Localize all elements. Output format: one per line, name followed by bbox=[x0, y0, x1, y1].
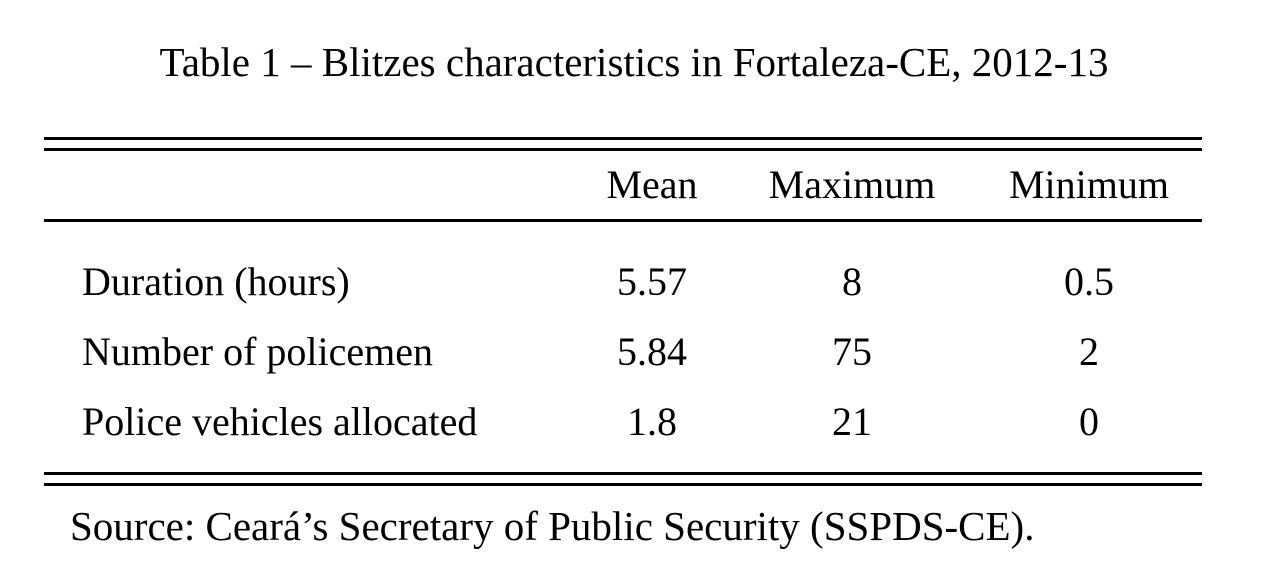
row-minimum-value: 0 bbox=[1079, 399, 1099, 444]
header-minimum: Minimum bbox=[1008, 162, 1170, 207]
row-maximum-value: 75 bbox=[832, 329, 872, 374]
table-row-vehicles: Police vehicles allocated 1.8 21 0 bbox=[44, 387, 1202, 457]
row-maximum-value: 21 bbox=[832, 399, 872, 444]
table-top-rule bbox=[44, 137, 1202, 151]
table-caption: Table 1 – Blitzes characteristics in For… bbox=[159, 39, 1109, 85]
row-mean-value: 1.8 bbox=[627, 399, 677, 444]
source-note: Source: Ceará’s Secretary of Public Secu… bbox=[70, 503, 1035, 549]
table-bottom-rule bbox=[44, 472, 1202, 486]
table-header-rule bbox=[44, 219, 1202, 222]
table-header-row: Mean Maximum Minimum bbox=[44, 151, 1202, 219]
row-minimum-value: 0.5 bbox=[1064, 259, 1114, 304]
table-row-policemen: Number of policemen 5.84 75 2 bbox=[44, 317, 1202, 387]
header-maximum: Maximum bbox=[768, 162, 936, 207]
row-mean-value: 5.57 bbox=[617, 259, 687, 304]
header-mean: Mean bbox=[606, 162, 698, 207]
row-maximum-value: 8 bbox=[842, 259, 862, 304]
blitzes-table: Mean Maximum Minimum Duration (hours) 5.… bbox=[44, 137, 1202, 486]
table-body: Duration (hours) 5.57 8 0.5 Number of po… bbox=[44, 222, 1202, 472]
row-label: Duration (hours) bbox=[82, 259, 350, 304]
table-row-duration: Duration (hours) 5.57 8 0.5 bbox=[44, 247, 1202, 317]
row-minimum-value: 2 bbox=[1079, 329, 1099, 374]
row-label: Police vehicles allocated bbox=[82, 399, 478, 444]
row-mean-value: 5.84 bbox=[617, 329, 687, 374]
row-label: Number of policemen bbox=[82, 329, 433, 374]
